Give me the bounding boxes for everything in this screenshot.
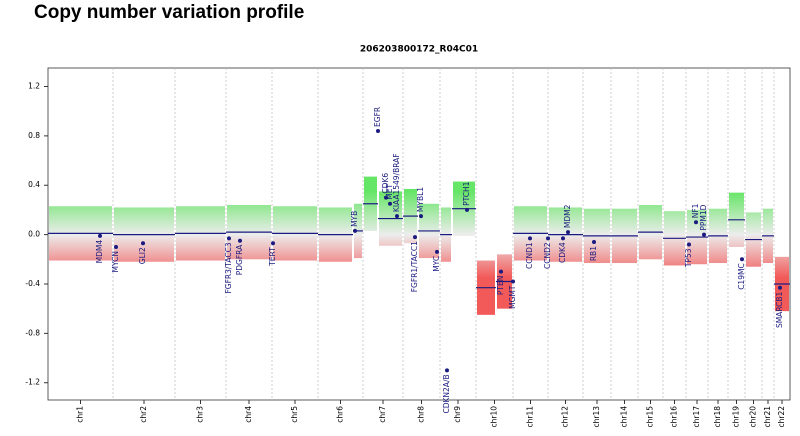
gene-marker xyxy=(687,242,691,247)
gene-label: MDM4 xyxy=(95,240,104,264)
gene-marker xyxy=(435,249,439,254)
y-tick-label: -1.2 xyxy=(25,378,40,387)
x-tick-label: chr18 xyxy=(713,406,722,428)
gene-marker xyxy=(271,241,275,246)
gene-marker xyxy=(238,238,242,243)
x-tick-label: chr4 xyxy=(244,406,253,423)
page-title: Copy number variation profile xyxy=(34,2,305,23)
x-tick-label: chr5 xyxy=(290,406,299,423)
x-tick-label: chr10 xyxy=(490,406,499,428)
gene-label: KIAA1549/BRAF xyxy=(392,153,401,212)
gene-label: MYB xyxy=(350,211,359,227)
gene-marker xyxy=(499,269,503,274)
x-tick-label: chr9 xyxy=(453,406,462,423)
gene-label: MYC xyxy=(432,256,441,272)
gene-marker xyxy=(384,195,388,200)
gene-label: MET xyxy=(385,184,394,200)
gene-marker xyxy=(702,232,706,237)
gene-marker xyxy=(353,228,357,233)
gene-marker xyxy=(413,235,417,240)
gene-marker xyxy=(740,257,744,262)
gene-label: PTEN xyxy=(496,276,505,295)
gene-marker xyxy=(141,241,145,246)
chart-title: 206203800172_R04C01 xyxy=(360,45,478,55)
gene-label: PDGFRA xyxy=(235,244,244,275)
x-tick-label: chr8 xyxy=(417,406,426,423)
gene-marker xyxy=(566,230,570,235)
gene-label: PTCH1 xyxy=(462,181,471,206)
gene-label: C19MC xyxy=(737,263,746,290)
gene-marker xyxy=(528,236,532,241)
x-tick-label: chr3 xyxy=(196,406,205,423)
x-tick-label: chr11 xyxy=(526,406,535,428)
gene-label: FGFR1/TACC1 xyxy=(410,241,419,292)
gene-marker xyxy=(114,244,118,249)
gene-marker xyxy=(395,214,399,219)
gene-marker xyxy=(778,285,782,290)
x-tick-label: chr22 xyxy=(777,406,786,428)
x-tick-label: chr16 xyxy=(670,406,679,428)
y-tick-label: -0.8 xyxy=(25,328,40,337)
gene-marker xyxy=(561,236,565,241)
gene-label: MDM2 xyxy=(563,204,572,228)
gene-marker xyxy=(419,214,423,219)
gene-marker xyxy=(465,207,469,212)
gene-label: CDK6 xyxy=(381,173,390,194)
gene-label: FGFR3/TACC3 xyxy=(224,242,233,293)
x-tick-label: chr15 xyxy=(646,406,655,428)
gene-marker xyxy=(98,233,102,238)
gene-marker xyxy=(388,201,392,206)
gene-label: GLI2 xyxy=(138,247,147,264)
gene-marker xyxy=(592,240,596,245)
gene-marker xyxy=(511,279,515,284)
gene-marker xyxy=(445,368,449,373)
gene-label: PPM1D xyxy=(699,204,708,230)
x-tick-label: chr6 xyxy=(336,406,345,423)
x-tick-label: chr14 xyxy=(620,406,629,428)
gene-marker xyxy=(694,220,698,225)
y-tick-label: -0.4 xyxy=(25,279,40,288)
gene-marker xyxy=(227,236,231,241)
x-tick-label: chr21 xyxy=(763,406,772,428)
x-tick-label: chr1 xyxy=(76,406,85,423)
x-tick-label: chr2 xyxy=(139,406,148,423)
gene-label: CCND1 xyxy=(525,242,534,269)
y-tick-label: 0.0 xyxy=(28,230,40,239)
gene-label: SMARCB1 xyxy=(775,291,784,328)
gene-label: CDK4 xyxy=(558,242,567,263)
x-tick-label: chr13 xyxy=(592,406,601,428)
gene-label: RB1 xyxy=(589,246,598,261)
gene-label: MYCN xyxy=(111,251,120,273)
x-tick-label: chr12 xyxy=(561,406,570,428)
gene-label: MYBL1 xyxy=(416,187,425,212)
gene-marker xyxy=(376,128,380,133)
x-tick-label: chr7 xyxy=(378,406,387,423)
gene-label: MGMT xyxy=(508,285,517,309)
y-tick-label: 1.2 xyxy=(28,82,40,91)
y-tick-label: 0.4 xyxy=(28,180,40,189)
gene-label: TP53 xyxy=(684,248,693,268)
gene-label: TERT xyxy=(268,247,277,267)
gene-label: EGFR xyxy=(373,107,382,127)
gene-label: CCND2 xyxy=(543,242,552,269)
x-tick-label: chr17 xyxy=(692,406,701,428)
x-tick-label: chr20 xyxy=(749,406,758,428)
gene-label: NF1 xyxy=(691,203,700,218)
x-tick-label: chr19 xyxy=(732,406,741,428)
gene-marker xyxy=(546,236,550,241)
y-tick-label: 0.8 xyxy=(28,131,40,140)
gene-label: CDKN2A/B xyxy=(442,374,451,413)
